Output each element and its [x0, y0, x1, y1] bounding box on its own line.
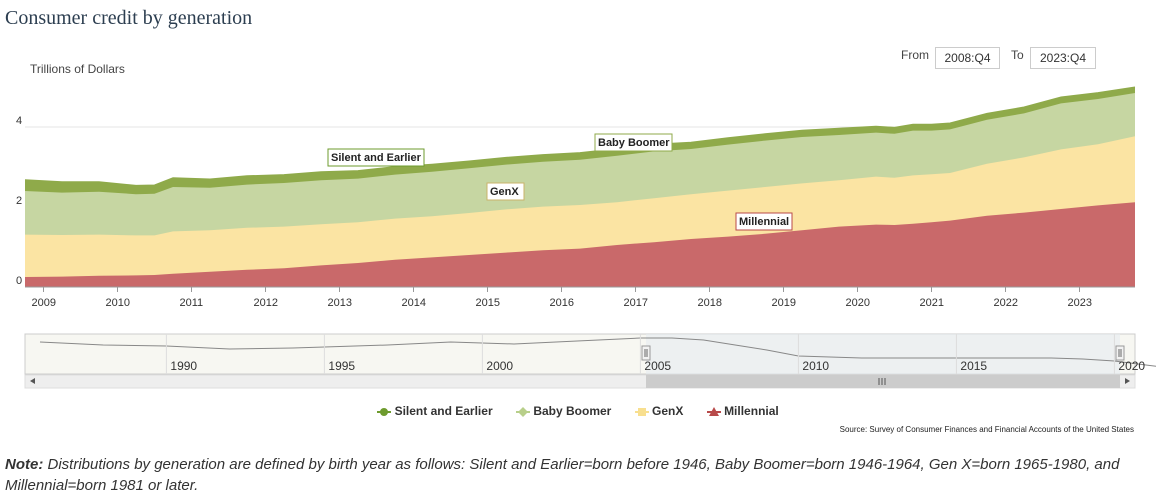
annotation-box [327, 148, 425, 167]
navigator-tick-label: 2010 [802, 359, 829, 373]
annotation-label: GenX [486, 182, 525, 201]
navigator-tick-label: 1995 [328, 359, 355, 373]
legend-item-genx[interactable]: GenX [634, 404, 684, 418]
x-tick-label: 2016 [550, 297, 574, 309]
annotation-label: Silent and Earlier [327, 148, 425, 167]
annotation-text: GenX [490, 186, 519, 198]
x-tick-label: 2023 [1068, 297, 1092, 309]
x-tick-label: 2022 [994, 297, 1018, 309]
scroll-left-icon[interactable] [30, 378, 35, 384]
note-label: Note: [5, 456, 44, 473]
navigator-selected-range [646, 334, 1120, 374]
x-tick-label: 2020 [846, 297, 870, 309]
triangle-icon [706, 406, 721, 416]
legend-item-boomer[interactable]: Baby Boomer [515, 404, 612, 418]
y-tick-label: 2 [16, 195, 22, 207]
scrollbar-thumb[interactable] [646, 375, 1120, 388]
annotation-text: Millennial [739, 216, 789, 228]
circle-icon [377, 407, 392, 416]
navigator-tick-label: 1990 [170, 359, 197, 373]
page-title: Consumer credit by generation [5, 7, 253, 29]
navigator-handle[interactable] [641, 345, 651, 361]
navigator[interactable]: 1990 1995 2000 2005 2010 2015 2020 [24, 333, 1156, 389]
range-from-input[interactable]: 2008:Q4 [935, 47, 1000, 69]
annotation-label: Baby Boomer [594, 133, 673, 152]
x-tick-label: 2017 [624, 297, 648, 309]
annotation-box [735, 212, 793, 231]
legend-label: GenX [652, 404, 684, 418]
annotation-box [594, 133, 673, 152]
legend-label: Baby Boomer [533, 404, 612, 418]
legend: Silent and Earlier Baby Boomer GenX Mill… [0, 404, 1156, 418]
range-to-input[interactable]: 2023:Q4 [1030, 47, 1096, 69]
legend-item-silent[interactable]: Silent and Earlier [377, 404, 493, 418]
annotation-label: Millennial [735, 212, 793, 231]
y-axis-label: Trillions of Dollars [30, 62, 125, 76]
x-tick-label: 2009 [32, 297, 56, 309]
source-text: Source: Survey of Consumer Finances and … [839, 425, 1134, 434]
diamond-icon [515, 406, 530, 417]
x-tick-label: 2018 [698, 297, 722, 309]
navigator-series-line [39, 337, 1156, 367]
annotation-text: Silent and Earlier [331, 152, 422, 164]
scroll-right-icon[interactable] [1125, 378, 1130, 384]
annotation-box [486, 182, 525, 201]
area-millennial [25, 202, 1135, 287]
area-edge-line [24, 135, 1136, 236]
navigator-handle[interactable] [1115, 345, 1125, 361]
square-icon [634, 407, 649, 416]
x-tick-label: 2015 [476, 297, 500, 309]
y-tick-label: 4 [16, 115, 22, 127]
x-tick-label: 2012 [254, 297, 278, 309]
area-baby-boomer [25, 93, 1135, 236]
annotation-text: Baby Boomer [598, 137, 670, 149]
area-genx [25, 136, 1135, 277]
stacked-area-chart: 0 2 4 2009 2010 2011 2012 2013 2014 2015 2016 2017… [16, 86, 1156, 389]
x-tick-label: 2021 [920, 297, 944, 309]
navigator-tick-label: 2000 [486, 359, 513, 373]
range-from-label: From [901, 48, 929, 62]
navigator-tick-label: 2020 [1118, 359, 1145, 373]
legend-item-millennial[interactable]: Millennial [706, 404, 779, 418]
legend-label: Millennial [724, 404, 779, 418]
range-to-label: To [1011, 48, 1024, 62]
x-tick-label: 2010 [106, 297, 130, 309]
navigator-tick-label: 2005 [644, 359, 671, 373]
note-text: Distributions by generation are defined … [5, 456, 1120, 494]
y-tick-label: 0 [16, 275, 22, 287]
legend-label: Silent and Earlier [394, 404, 493, 418]
navigator-tick-label: 2015 [960, 359, 987, 373]
note: Note: Distributions by generation are de… [5, 454, 1145, 496]
x-tick-label: 2013 [328, 297, 352, 309]
x-tick-label: 2011 [180, 297, 204, 309]
x-tick-label: 2014 [402, 297, 426, 309]
x-tick-label: 2019 [772, 297, 796, 309]
